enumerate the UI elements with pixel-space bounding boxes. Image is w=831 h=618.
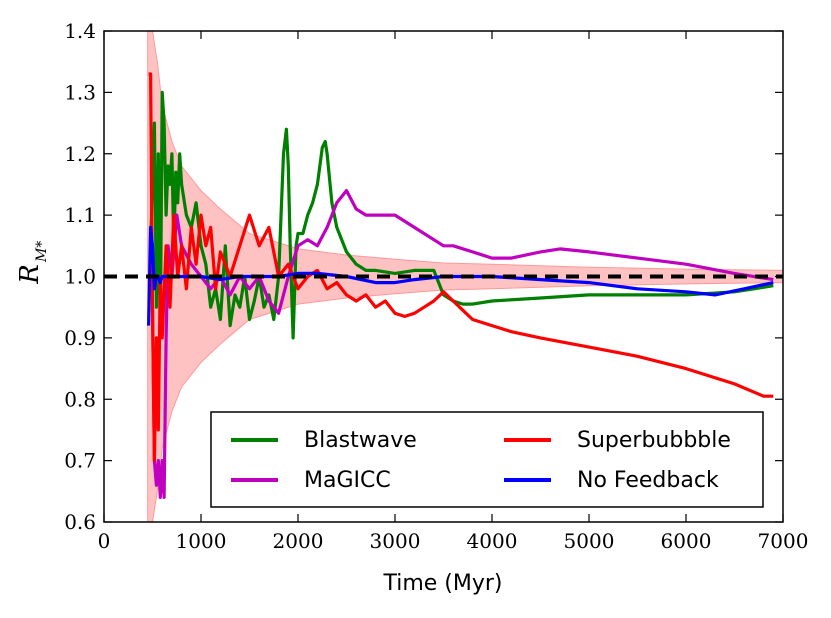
- y-tick-label: 1.3: [64, 80, 96, 104]
- x-tick-label: 2000: [273, 529, 324, 553]
- x-tick-label: 6000: [661, 529, 712, 553]
- legend-label-blastwave: Blastwave: [304, 428, 417, 453]
- y-tick-label: 1.0: [64, 265, 96, 289]
- y-tick-label: 0.7: [64, 449, 96, 473]
- y-tick-label: 1.2: [64, 142, 96, 166]
- y-axis-title: R M*: [15, 241, 50, 285]
- ticks-layer: 0 1000 2000 3000 4000 5000 6000 7000 0.6 0.7 0.8 0.…: [64, 19, 808, 553]
- legend-label-superbubbble: Superbubbble: [577, 428, 731, 453]
- x-tick-label: 1000: [176, 529, 227, 553]
- legend-label-magicc: MaGICC: [304, 468, 391, 493]
- legend-box: [210, 411, 764, 508]
- x-tick-label: 4000: [467, 529, 518, 553]
- x-tick-label: 5000: [564, 529, 615, 553]
- legend-label-no-feedback: No Feedback: [577, 468, 719, 493]
- y-axis-title-subscript: M*: [34, 241, 50, 263]
- y-tick-label: 0.9: [64, 326, 96, 350]
- x-axis-title: Time (Myr): [382, 571, 502, 596]
- x-tick-label: 7000: [758, 529, 809, 553]
- y-axis-title-main: R: [15, 264, 45, 285]
- legend: Blastwave MaGICC Superbubbble No Feedbac…: [210, 411, 764, 508]
- y-tick-label: 0.8: [64, 387, 96, 411]
- series-line-blastwave: [149, 90, 774, 340]
- x-tick-label: 3000: [370, 529, 421, 553]
- y-tick-label: 1.4: [64, 19, 96, 43]
- y-tick-label: 0.6: [64, 510, 96, 534]
- y-tick-label: 1.1: [64, 203, 96, 227]
- x-tick-label: 0: [98, 529, 111, 553]
